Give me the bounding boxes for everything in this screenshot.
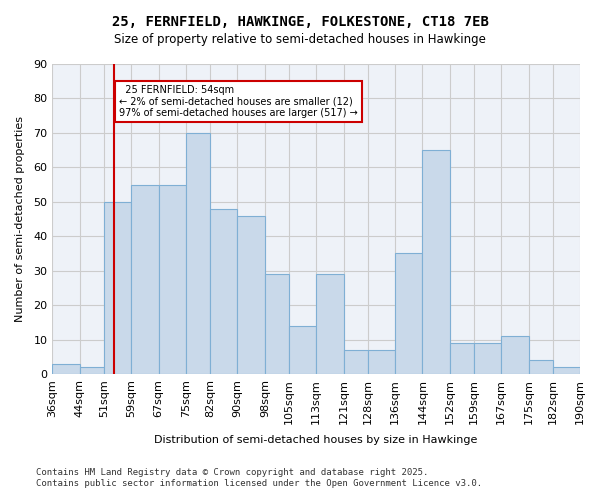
Bar: [474, 343, 501, 374]
Bar: [501, 336, 529, 374]
Bar: [316, 274, 344, 374]
Y-axis label: Number of semi-detached properties: Number of semi-detached properties: [15, 116, 25, 322]
Bar: [289, 326, 316, 374]
Bar: [422, 150, 450, 374]
Bar: [52, 364, 80, 374]
X-axis label: Distribution of semi-detached houses by size in Hawkinge: Distribution of semi-detached houses by …: [154, 435, 478, 445]
Bar: [131, 184, 158, 374]
Bar: [265, 274, 289, 374]
Bar: [210, 208, 238, 374]
Bar: [368, 350, 395, 374]
Bar: [158, 184, 186, 374]
Bar: [450, 343, 474, 374]
Bar: [80, 367, 104, 374]
Text: Contains HM Land Registry data © Crown copyright and database right 2025.
Contai: Contains HM Land Registry data © Crown c…: [36, 468, 482, 487]
Bar: [238, 216, 265, 374]
Bar: [104, 202, 131, 374]
Text: 25 FERNFIELD: 54sqm
← 2% of semi-detached houses are smaller (12)
97% of semi-de: 25 FERNFIELD: 54sqm ← 2% of semi-detache…: [119, 84, 358, 118]
Text: 25, FERNFIELD, HAWKINGE, FOLKESTONE, CT18 7EB: 25, FERNFIELD, HAWKINGE, FOLKESTONE, CT1…: [112, 15, 488, 29]
Text: Size of property relative to semi-detached houses in Hawkinge: Size of property relative to semi-detach…: [114, 32, 486, 46]
Bar: [186, 133, 210, 374]
Bar: [580, 370, 600, 374]
Bar: [553, 367, 580, 374]
Bar: [395, 254, 422, 374]
Bar: [344, 350, 368, 374]
Bar: [529, 360, 553, 374]
